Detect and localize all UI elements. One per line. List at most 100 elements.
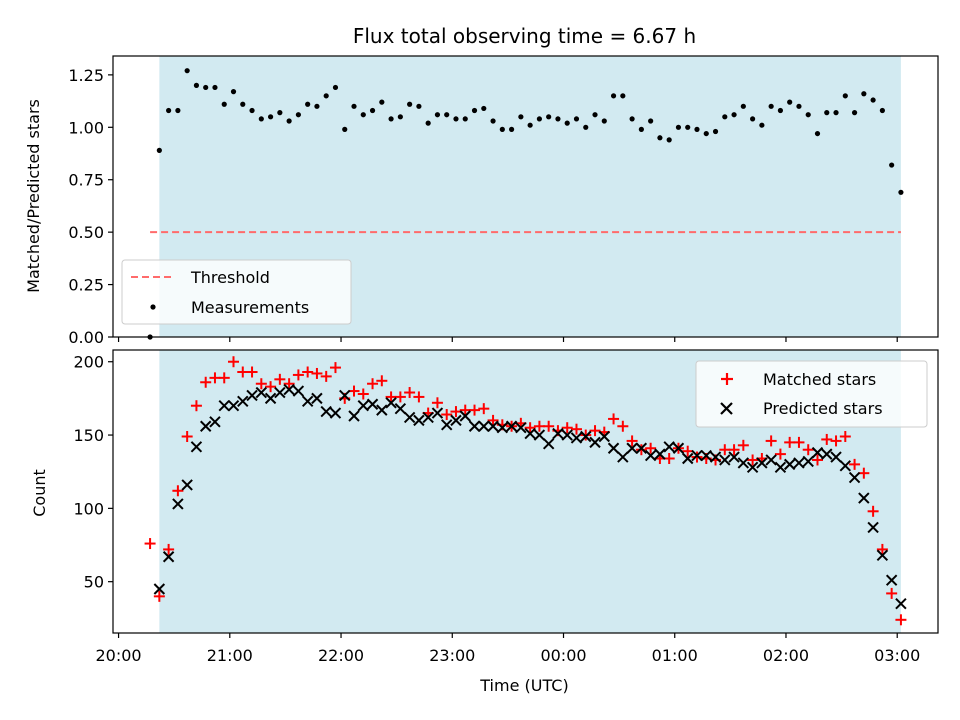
measurement-point: [685, 124, 691, 130]
measurement-point: [861, 91, 867, 97]
y-tick-label: 150: [73, 426, 104, 445]
measurement-point: [240, 101, 246, 107]
measurement-point: [610, 93, 617, 99]
matched-star-point: [811, 454, 823, 466]
predicted-star-point: [190, 441, 203, 453]
matched-star-point: [292, 369, 304, 381]
measurement-point: [314, 103, 320, 109]
matched-star-point: [543, 420, 555, 432]
matched-star-point: [608, 413, 620, 425]
predicted-star-point: [885, 574, 898, 586]
predicted-star-point: [329, 407, 342, 419]
predicted-star-point: [802, 455, 814, 468]
measurement-point: [740, 103, 746, 109]
matched-star-point: [172, 485, 184, 497]
predicted-star-point: [301, 395, 314, 408]
bottom-x-ticks: 20:00 21:00 22:00 23:00 00:00 01:00 02:00 03:00: [96, 633, 920, 665]
measurement-point: [379, 99, 385, 105]
measurement-point: [722, 114, 728, 120]
predicted-star-point: [264, 392, 277, 405]
measurement-point: [369, 107, 376, 114]
measurement-point: [805, 112, 811, 118]
legend-predicted-swatch: [720, 402, 733, 415]
bottom-panel: 50 100 150 200 20:00 21:00 22:00 23:00 00:00 01:…: [30, 349, 939, 695]
x-tick-label: 21:00: [207, 646, 253, 665]
measurement-point: [601, 118, 607, 124]
predicted-star-point: [635, 442, 648, 454]
measurement-point: [546, 114, 552, 120]
x-tick-label: 22:00: [318, 646, 364, 665]
measurement-point: [295, 112, 301, 118]
x-tick-label: 02:00: [763, 646, 809, 665]
matched-star-point: [719, 444, 731, 456]
matched-star-point: [533, 420, 545, 432]
matched-star-point: [237, 366, 249, 378]
bottom-axes-frame: [112, 349, 939, 634]
y-tick-label: 1.25: [68, 66, 104, 85]
matched-star-point: [747, 454, 759, 466]
matched-star-point: [626, 435, 638, 447]
matched-star-point: [348, 385, 360, 397]
y-tick-label: 0.25: [68, 276, 104, 295]
measurement-point: [814, 130, 821, 137]
measurement-point: [620, 93, 626, 99]
matched-star-point: [737, 439, 749, 451]
measurement-point: [842, 93, 848, 99]
measurement-point: [657, 135, 663, 141]
predicted-star-point: [366, 398, 379, 410]
matched-star-point: [413, 391, 425, 403]
measurement-point: [156, 147, 162, 153]
predicted-star-point: [292, 385, 305, 397]
measurement-point: [397, 114, 403, 120]
y-tick-label: 0.75: [68, 171, 104, 190]
predicted-star-point: [487, 420, 499, 432]
matched-star-point: [886, 587, 898, 599]
measurement-point: [360, 112, 366, 118]
predicted-star-point: [441, 419, 453, 431]
matched-star-point: [200, 376, 212, 388]
matched-star-point: [570, 423, 582, 435]
predicted-star-point: [617, 451, 629, 463]
matched-star-point: [793, 436, 805, 448]
predicted-star-point: [357, 400, 369, 412]
measurement-point: [787, 99, 793, 105]
predicted-star-point: [459, 410, 471, 422]
predicted-star-point: [311, 392, 323, 405]
predicted-star-point: [162, 551, 175, 563]
matched-star-point: [394, 391, 406, 403]
predicted-star-point: [552, 427, 564, 440]
predicted-star-point: [858, 492, 870, 504]
predicted-star-point: [598, 430, 610, 443]
measurement-point: [666, 137, 672, 143]
predicted-star-point: [533, 429, 546, 441]
predicted-star-point: [255, 386, 268, 399]
predicted-star-point: [682, 452, 694, 465]
measurement-point: [768, 103, 774, 109]
top-legend-box: [121, 259, 352, 325]
measurement-point: [527, 122, 533, 128]
measurement-point: [796, 103, 802, 109]
bottom-y-axis-label: Count: [30, 469, 49, 517]
matched-star-point: [765, 435, 777, 447]
measurement-point: [175, 107, 181, 114]
predicted-star-point: [413, 414, 425, 427]
measurement-point: [675, 124, 682, 130]
y-tick-label: 1.00: [68, 118, 104, 137]
matched-star-point: [441, 409, 453, 421]
measurement-point: [564, 120, 570, 126]
measurement-point: [536, 116, 543, 122]
matched-star-point: [209, 372, 221, 384]
matched-star-point: [246, 366, 258, 378]
predicted-star-point: [737, 457, 750, 469]
measurement-point: [851, 110, 858, 116]
x-tick-label: 23:00: [429, 646, 475, 665]
predicted-star-point: [246, 389, 258, 402]
legend-threshold-label: Threshold: [190, 268, 270, 287]
measurement-point: [221, 101, 227, 107]
x-tick-label: 20:00: [96, 646, 142, 665]
measurement-point: [703, 130, 709, 137]
predicted-star-point: [663, 441, 675, 453]
predicted-star-point: [561, 429, 573, 441]
predicted-star-point: [394, 402, 407, 415]
predicted-star-point: [153, 583, 166, 595]
